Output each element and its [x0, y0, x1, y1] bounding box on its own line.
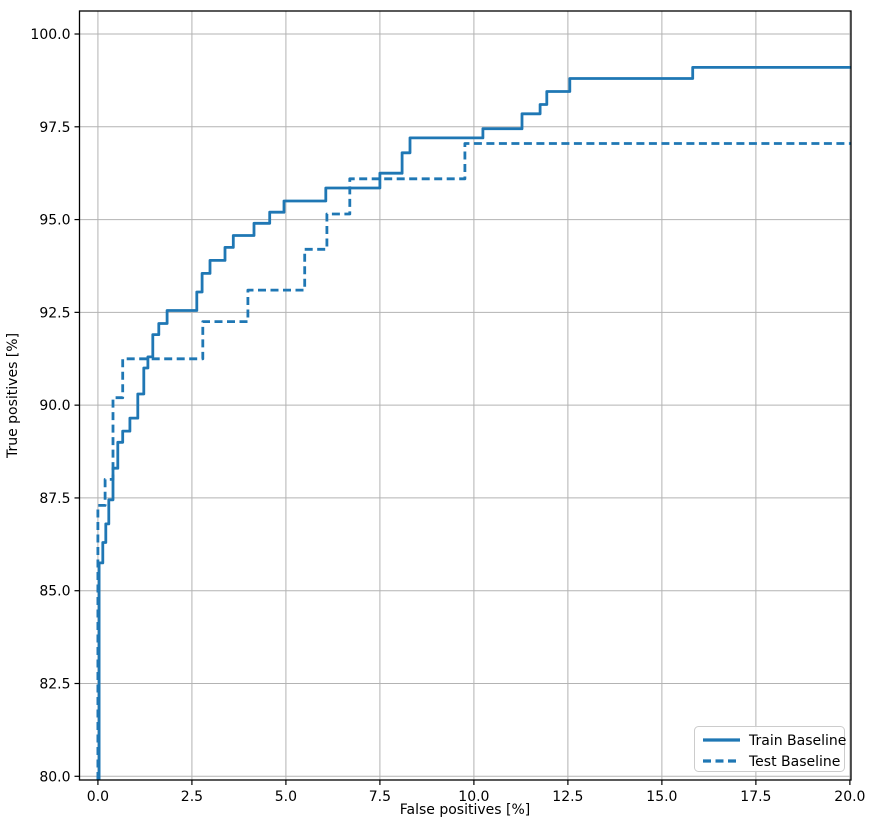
legend-label-test: Test Baseline [748, 754, 840, 770]
y-tick-label: 80.0 [39, 769, 70, 785]
x-tick-label: 7.5 [369, 789, 391, 805]
test-baseline-line [96, 142, 851, 780]
y-tick-label: 95.0 [39, 213, 70, 229]
x-tick-label: 10.0 [458, 789, 489, 805]
x-tick-label: 2.5 [181, 789, 203, 805]
legend-label-train: Train Baseline [748, 733, 846, 749]
legend: Train Baseline Test Baseline [694, 726, 846, 772]
x-tick-label: 20.0 [834, 789, 865, 805]
x-tick-label: 15.0 [646, 789, 677, 805]
axes-spines [78, 10, 852, 781]
y-tick-label: 82.5 [39, 677, 70, 693]
x-tick-label: 0.0 [87, 789, 109, 805]
y-tick-label: 97.5 [39, 120, 70, 136]
y-tick-label: 90.0 [39, 398, 70, 414]
x-tick-label: 17.5 [740, 789, 771, 805]
y-tick-label: 100.0 [30, 27, 70, 43]
x-axis-label: False positives [%] [400, 802, 530, 818]
y-tick-label: 87.5 [39, 491, 70, 507]
train-baseline-line [97, 66, 851, 780]
x-axis-ticks: 0.0 2.5 5.0 7.5 10.0 12.5 15.0 17.5 20.0 [87, 780, 865, 805]
grid-lines [79, 11, 851, 780]
x-tick-label: 12.5 [552, 789, 583, 805]
x-tick-label: 5.0 [275, 789, 297, 805]
series-lines [96, 66, 851, 780]
y-tick-label: 92.5 [39, 305, 70, 321]
y-axis-ticks: 80.0 82.5 85.0 87.5 90.0 92.5 95.0 97.5 100.0 [30, 27, 80, 785]
y-axis-label: True positives [%] [5, 333, 21, 459]
y-tick-label: 85.0 [39, 584, 70, 600]
